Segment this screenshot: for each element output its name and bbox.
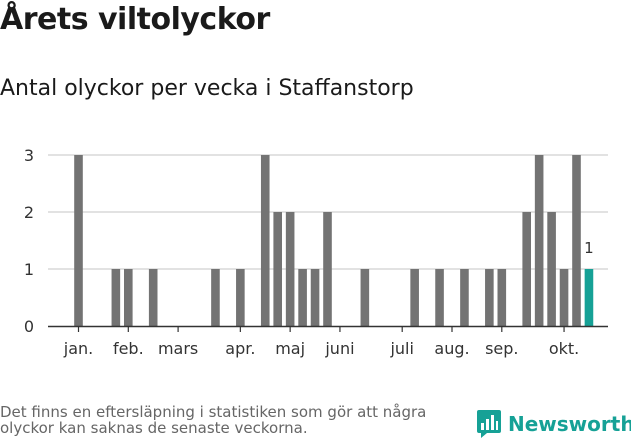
bar[interactable] <box>111 269 121 326</box>
bar[interactable] <box>298 269 307 326</box>
bar[interactable] <box>273 212 282 326</box>
chart-title: Årets viltolyckor <box>0 2 270 37</box>
bar[interactable] <box>211 269 220 326</box>
newsworthy-brand[interactable]: Newsworthy <box>476 408 631 440</box>
x-tick-label: apr. <box>225 339 255 358</box>
bar[interactable] <box>410 269 419 326</box>
bar[interactable] <box>260 155 270 326</box>
bar[interactable] <box>124 269 133 326</box>
bar[interactable] <box>360 269 370 326</box>
bars: 1 <box>74 155 594 326</box>
bar[interactable] <box>497 269 507 326</box>
bar[interactable] <box>547 212 556 326</box>
bar-highlight[interactable] <box>584 269 594 326</box>
bar[interactable] <box>460 269 469 326</box>
bar-chart: 1 0 1 2 3 jan. feb. mars apr. maj juni juli aug. sep… <box>24 146 608 358</box>
y-tick-label: 0 <box>24 317 34 336</box>
bar[interactable] <box>236 269 245 326</box>
bar[interactable] <box>323 212 332 326</box>
bar[interactable] <box>559 269 569 326</box>
x-tick-label: sep. <box>485 339 518 358</box>
x-tick-label: okt. <box>549 339 579 358</box>
footnote: Det finns en eftersläpning i statistiken… <box>0 403 427 437</box>
bar[interactable] <box>522 212 531 326</box>
bar[interactable] <box>310 269 320 326</box>
x-tick-label: maj <box>275 339 305 358</box>
x-tick-label: juni <box>324 339 354 358</box>
bar[interactable] <box>148 269 158 326</box>
bar[interactable] <box>435 269 444 326</box>
newsworthy-logo-icon <box>477 410 501 438</box>
x-tick-label: mars <box>158 339 198 358</box>
chart-subtitle: Antal olyckor per vecka i Staffanstorp <box>0 76 414 101</box>
x-tick-label: juli <box>389 339 413 358</box>
bar[interactable] <box>534 155 544 326</box>
y-tick-label: 2 <box>24 203 34 222</box>
bar[interactable] <box>572 155 581 326</box>
x-tick-label: jan. <box>63 339 93 358</box>
x-tick-label: feb. <box>113 339 144 358</box>
bar[interactable] <box>285 212 295 326</box>
y-tick-label: 1 <box>24 260 34 279</box>
bar[interactable] <box>485 269 494 326</box>
brand-name: Newsworthy <box>508 412 631 436</box>
highlight-data-label: 1 <box>584 239 594 257</box>
x-tick-label: aug. <box>434 339 469 358</box>
axes: 0 1 2 3 jan. feb. mars apr. maj juni juli aug. sep. o… <box>24 146 608 358</box>
bar[interactable] <box>74 155 83 326</box>
y-tick-label: 3 <box>24 146 34 165</box>
